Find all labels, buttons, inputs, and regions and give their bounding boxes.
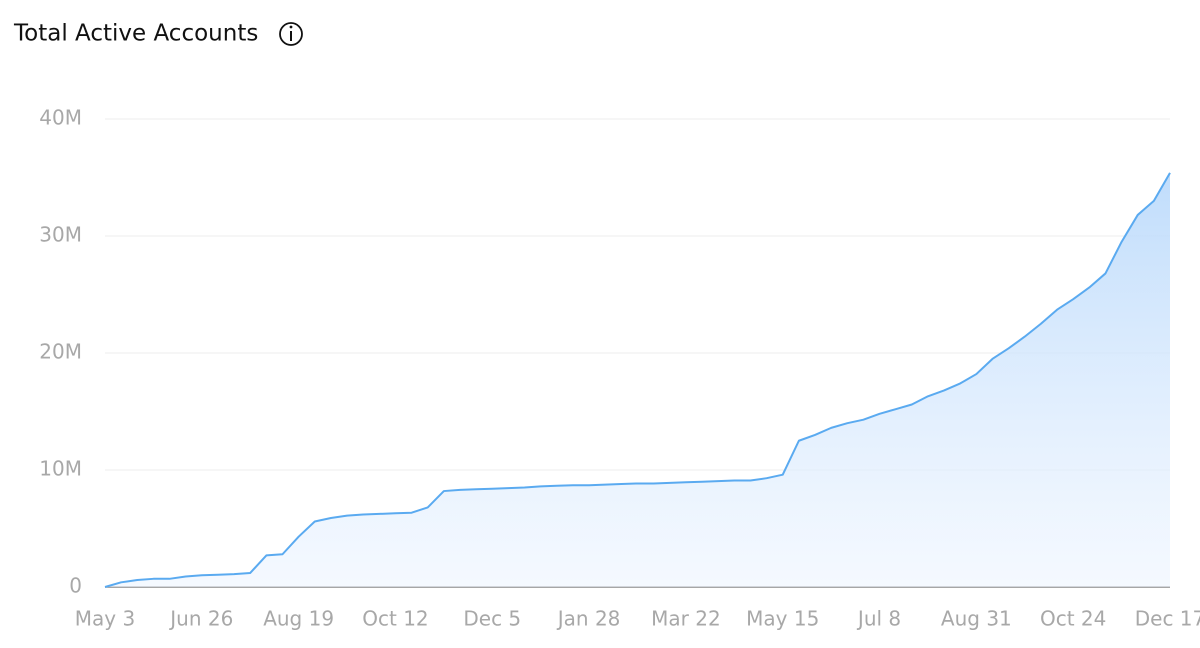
y-tick-label: 30M <box>39 223 82 247</box>
x-tick-label: May 3 <box>75 607 135 631</box>
x-tick-label: Aug 19 <box>263 607 334 631</box>
y-tick-label: 20M <box>39 340 82 364</box>
line <box>104 172 1171 588</box>
chart-title: Total Active Accounts <box>13 21 258 47</box>
x-tick-label: May 15 <box>746 607 819 631</box>
x-tick-label: Oct 24 <box>1040 607 1106 631</box>
x-tick-label: Jan 28 <box>556 607 621 631</box>
x-tick-label: Mar 22 <box>651 607 721 631</box>
x-tick-label: Dec 5 <box>463 607 521 631</box>
x-tick-label: Jun 26 <box>168 607 233 631</box>
x-tick-label: Oct 12 <box>362 607 428 631</box>
info-icon[interactable] <box>279 22 303 46</box>
x-tick-label: Jul 8 <box>856 607 901 631</box>
x-tick-label: Dec 17 <box>1135 607 1200 631</box>
area <box>105 172 1170 587</box>
y-tick-label: 40M <box>39 106 82 130</box>
y-tick-label: 10M <box>39 457 82 481</box>
x-tick-label: Aug 31 <box>941 607 1012 631</box>
y-tick-label: 0 <box>69 574 82 598</box>
